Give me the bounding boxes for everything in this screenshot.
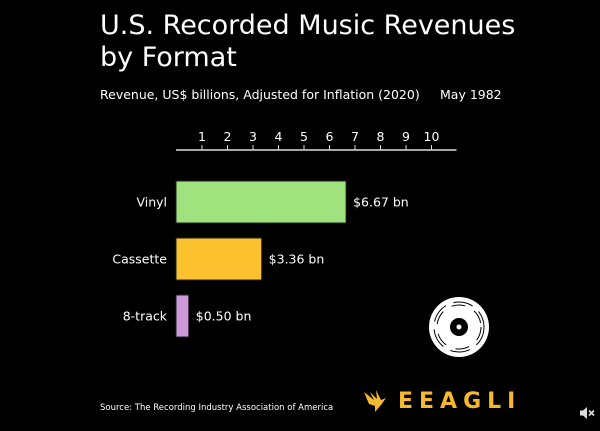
x-tick-label: 4	[275, 129, 283, 144]
bar	[175, 237, 263, 281]
x-tick-label: 1	[198, 129, 206, 144]
chart-subtitle: Revenue, US$ billions, Adjusted for Infl…	[100, 87, 420, 102]
brand-name: EEAGLI	[398, 388, 522, 414]
x-tick-label: 2	[224, 129, 232, 144]
x-tick-label: 7	[351, 129, 359, 144]
eagle-icon	[364, 390, 386, 412]
category-label: Vinyl	[136, 195, 167, 210]
category-label: 8-track	[123, 309, 168, 324]
value-label: $0.50 bn	[196, 309, 252, 324]
date-label: May 1982	[440, 87, 502, 102]
x-tick-label: 10	[424, 129, 440, 144]
source-note: Source: The Recording Industry Associati…	[100, 403, 334, 413]
x-tick-label: 3	[249, 129, 257, 144]
x-tick-label: 5	[300, 129, 308, 144]
x-tick-label: 9	[402, 129, 410, 144]
bar	[175, 180, 347, 224]
x-tick-label: 8	[377, 129, 385, 144]
category-label: Cassette	[112, 252, 167, 267]
vinyl-record-icon	[429, 297, 489, 357]
speaker-muted-icon[interactable]	[579, 405, 595, 421]
bar	[175, 294, 190, 338]
value-label: $6.67 bn	[353, 195, 409, 210]
chart-title: U.S. Recorded Music Revenues by Format	[100, 10, 516, 73]
value-label: $3.36 bn	[269, 252, 325, 267]
brand-logo: EEAGLI	[362, 388, 521, 414]
x-tick-label: 6	[326, 129, 334, 144]
